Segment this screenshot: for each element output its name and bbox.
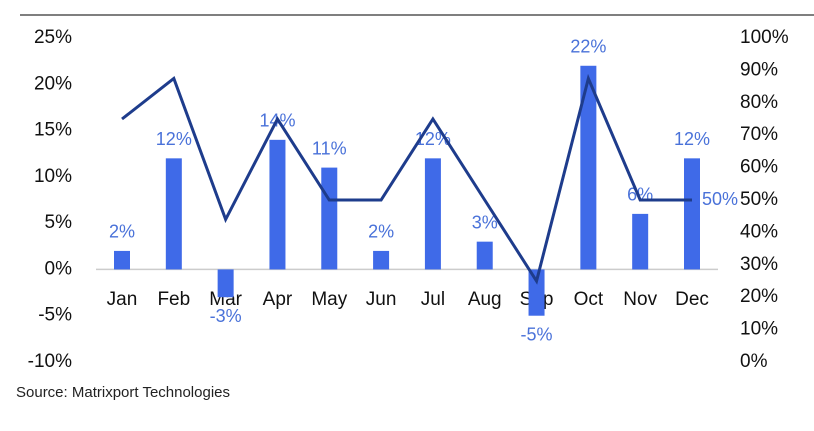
y-tick-label: -5%	[38, 305, 72, 326]
bar	[217, 269, 234, 298]
bar	[580, 65, 597, 270]
bar-value-label: 2%	[109, 222, 135, 242]
y2-tick-label: 20%	[740, 286, 778, 307]
y-tick-label: 5%	[45, 212, 73, 233]
y-tick-label: 20%	[34, 73, 72, 94]
bar-value-label: 12%	[674, 129, 710, 149]
y-tick-label: 10%	[34, 166, 72, 187]
y-tick-label: -10%	[28, 351, 72, 372]
bar	[269, 139, 286, 270]
line-value-label: 50%	[702, 189, 738, 209]
y2-tick-label: 40%	[740, 221, 778, 242]
x-tick-label: May	[311, 289, 347, 310]
x-tick-label: Aug	[468, 289, 502, 310]
x-tick-label: Jan	[107, 289, 138, 310]
x-tick-label: Nov	[623, 289, 657, 310]
bar	[476, 241, 493, 270]
source: Source: Matrixport Technologies	[16, 384, 230, 401]
bar	[114, 250, 130, 270]
x-tick-label: Oct	[574, 289, 604, 310]
y2-tick-label: 90%	[740, 59, 778, 80]
x-tick-label: Jun	[366, 289, 397, 310]
bar	[373, 250, 390, 270]
y2-tick-label: 10%	[740, 319, 778, 340]
bar-value-label: -5%	[521, 324, 553, 344]
y2-tick-label: 50%	[740, 189, 778, 210]
bar-value-label: 6%	[627, 185, 653, 205]
x-tick-label: Mar	[209, 289, 242, 310]
bar-value-label: 2%	[368, 222, 394, 242]
bar	[528, 269, 545, 316]
bar-value-label: 3%	[472, 212, 498, 232]
y-tick-label: 15%	[34, 120, 72, 141]
y2-tick-label: 30%	[740, 254, 778, 275]
bar	[321, 167, 338, 270]
y2-tick-label: 0%	[740, 351, 768, 372]
y-tick-label: 25%	[34, 27, 72, 48]
y-tick-label: 0%	[45, 258, 73, 279]
bar	[165, 158, 182, 270]
bar	[632, 213, 649, 270]
x-tick-label: Jul	[421, 289, 445, 310]
y2-tick-label: 100%	[740, 27, 789, 48]
bar	[684, 158, 700, 270]
bar-value-label: -3%	[210, 306, 242, 326]
x-tick-label: Feb	[157, 289, 190, 310]
x-tick-label: Dec	[675, 289, 709, 310]
line	[121, 73, 692, 285]
y2-tick-label: 80%	[740, 92, 778, 113]
x-tick-label: Apr	[263, 289, 293, 310]
y2-tick-label: 60%	[740, 157, 778, 178]
bar	[424, 158, 441, 270]
y2-tick-label: 70%	[740, 124, 778, 145]
bar-value-label: 22%	[570, 37, 606, 57]
bar-value-label: 12%	[156, 129, 192, 149]
bar-value-label: 11%	[312, 138, 347, 158]
